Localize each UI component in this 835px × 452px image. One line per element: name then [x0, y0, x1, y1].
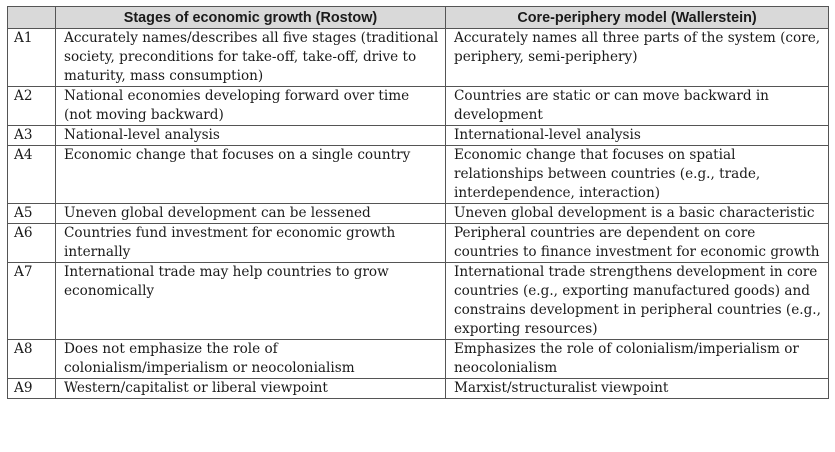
- comparison-document: Stages of economic growth (Rostow) Core-…: [7, 6, 829, 399]
- row-id: A4: [7, 145, 56, 204]
- wallerstein-cell: Uneven global development is a basic cha…: [445, 203, 829, 224]
- table-row: A9 Western/capitalist or liberal viewpoi…: [7, 378, 829, 399]
- row-id: A3: [7, 125, 56, 146]
- header-rostow: Stages of economic growth (Rostow): [55, 6, 446, 29]
- header-id: [7, 6, 56, 29]
- table-row: A3 National-level analysis International…: [7, 125, 829, 146]
- wallerstein-cell: International trade strengthens developm…: [445, 262, 829, 340]
- row-id: A9: [7, 378, 56, 399]
- rostow-cell: Uneven global development can be lessene…: [55, 203, 446, 224]
- header-wallerstein: Core-periphery model (Wallerstein): [445, 6, 829, 29]
- rostow-cell: Economic change that focuses on a single…: [55, 145, 446, 204]
- rostow-cell: National-level analysis: [55, 125, 446, 146]
- rostow-cell: National economies developing forward ov…: [55, 86, 446, 126]
- wallerstein-cell: International-level analysis: [445, 125, 829, 146]
- table-row: A8 Does not emphasize the role of coloni…: [7, 339, 829, 379]
- row-id: A6: [7, 223, 56, 263]
- rostow-cell: Countries fund investment for economic g…: [55, 223, 446, 263]
- header-row: Stages of economic growth (Rostow) Core-…: [7, 6, 829, 29]
- comparison-table: Stages of economic growth (Rostow) Core-…: [7, 6, 829, 399]
- rostow-cell: Does not emphasize the role of coloniali…: [55, 339, 446, 379]
- row-id: A5: [7, 203, 56, 224]
- rostow-cell: Accurately names/describes all five stag…: [55, 28, 446, 87]
- table-row: A1 Accurately names/describes all five s…: [7, 28, 829, 87]
- wallerstein-cell: Emphasizes the role of colonialism/imper…: [445, 339, 829, 379]
- wallerstein-cell: Accurately names all three parts of the …: [445, 28, 829, 87]
- wallerstein-cell: Economic change that focuses on spatial …: [445, 145, 829, 204]
- table-row: A5 Uneven global development can be less…: [7, 203, 829, 224]
- row-id: A7: [7, 262, 56, 340]
- table-row: A4 Economic change that focuses on a sin…: [7, 145, 829, 204]
- table-row: A7 International trade may help countrie…: [7, 262, 829, 340]
- wallerstein-cell: Marxist/structuralist viewpoint: [445, 378, 829, 399]
- row-id: A1: [7, 28, 56, 87]
- wallerstein-cell: Peripheral countries are dependent on co…: [445, 223, 829, 263]
- row-id: A8: [7, 339, 56, 379]
- wallerstein-cell: Countries are static or can move backwar…: [445, 86, 829, 126]
- table-row: A2 National economies developing forward…: [7, 86, 829, 126]
- rostow-cell: Western/capitalist or liberal viewpoint: [55, 378, 446, 399]
- row-id: A2: [7, 86, 56, 126]
- table-row: A6 Countries fund investment for economi…: [7, 223, 829, 263]
- rostow-cell: International trade may help countries t…: [55, 262, 446, 340]
